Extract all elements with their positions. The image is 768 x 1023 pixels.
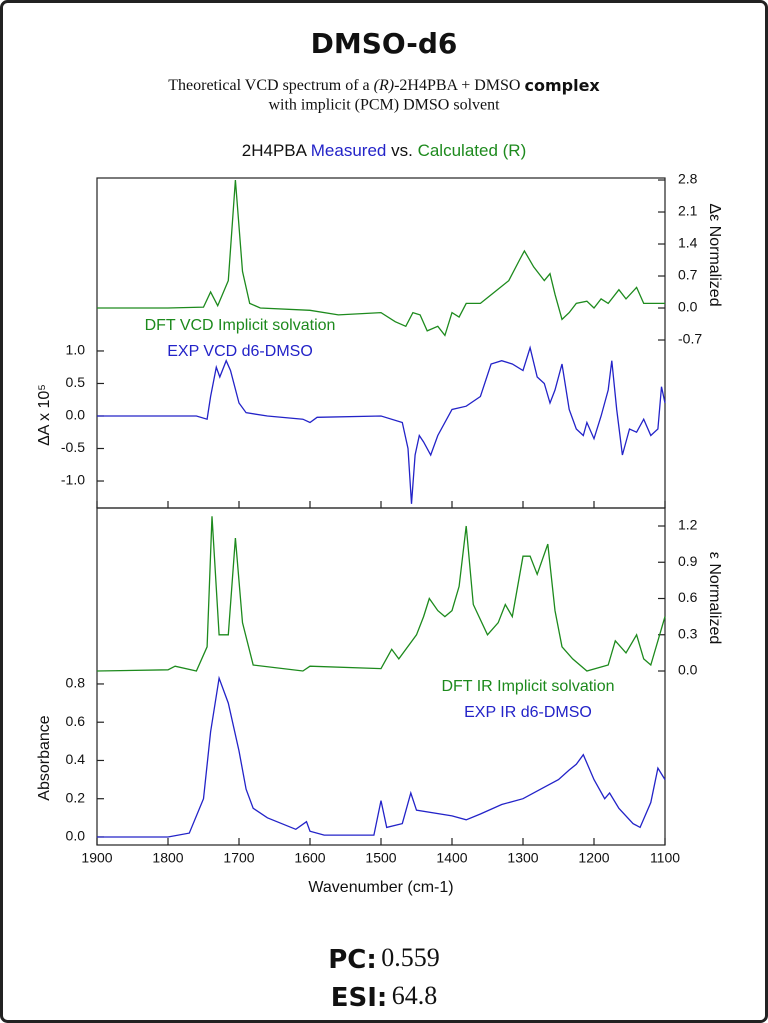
series-line [97,179,665,337]
heading-part: 2H4PBA [242,141,308,160]
x-tick-label: 1200 [578,850,609,866]
x-tick-label: 1900 [81,850,112,866]
y-tick-label: 1.0 [66,342,86,358]
legend-entry: DFT VCD Implicit solvation [145,317,336,334]
heading-part: Calculated (R) [418,141,527,160]
subtitle: Theoretical VCD spectrum of a (R)-2H4PBA… [168,76,600,95]
series-line [96,516,666,672]
pc-label: PC: [328,945,377,975]
series-line [97,345,666,504]
x-tick-label: 1100 [650,850,680,866]
x-tick-label: 1700 [223,850,254,866]
y2-tick-label: 0.0 [678,662,698,678]
y2-tick-label: -0.7 [678,331,702,347]
legend-entry: EXP VCD d6-DMSO [167,343,313,360]
title: DMSO-d6 [311,27,458,60]
y-axis-title: ΔA x 10⁵ [36,384,53,446]
x-tick-label: 1300 [507,850,538,866]
subtitle: with implicit (PCM) DMSO solvent [268,97,500,114]
y-tick-label: 0.0 [66,828,86,844]
y2-axis-title: ε Normalized [706,552,723,645]
y2-tick-label: 0.9 [678,553,698,569]
y-tick-label: 0.6 [66,713,86,729]
y-tick-label: -0.5 [61,439,85,455]
y2-axis-title: Δε Normalized [706,203,723,306]
subtitle-part: Theoretical VCD spectrum of a [168,77,373,94]
x-tick-label: 1800 [152,850,183,866]
y2-tick-label: 0.7 [678,267,698,283]
series-line [97,675,666,838]
x-tick-label: 1500 [365,850,396,866]
y-tick-label: 0.2 [66,789,86,805]
x-axis-title: Wavenumber (cm-1) [308,879,453,896]
y2-tick-label: 0.3 [678,625,698,641]
esi: ESI: 64.8 [331,981,438,1013]
y2-tick-label: 2.8 [678,171,698,187]
heading-part: vs. [391,141,413,160]
y-tick-label: -1.0 [61,472,85,488]
y-tick-label: 0.0 [66,407,86,423]
subtitle-part: -2H4PBA + DMSO [394,77,524,94]
legend-entry: DFT IR Implicit solvation [441,678,614,695]
subtitle-part: (R) [374,77,394,94]
y2-tick-label: 2.1 [678,203,698,219]
y2-tick-label: 0.6 [678,589,698,605]
y2-tick-label: 0.0 [678,299,698,315]
subtitle-part: complex [524,76,600,95]
y-tick-label: 0.8 [66,675,86,691]
chart-heading: 2H4PBA Measured vs. Calculated (R) [242,141,526,160]
pc: PC: 0.559 [328,943,440,975]
y-tick-label: 0.5 [66,374,86,390]
legend-entry: EXP IR d6-DMSO [464,704,592,721]
heading-part: Measured [311,141,387,160]
x-tick-label: 1600 [294,850,325,866]
esi-value: 64.8 [392,981,438,1010]
y-axis-title: Absorbance [36,715,53,800]
esi-label: ESI: [331,983,388,1013]
pc-value: 0.559 [381,943,440,972]
y-tick-label: 0.4 [66,751,86,767]
y2-tick-label: 1.2 [678,517,698,533]
y2-tick-label: 1.4 [678,235,698,251]
x-tick-label: 1400 [436,850,467,866]
